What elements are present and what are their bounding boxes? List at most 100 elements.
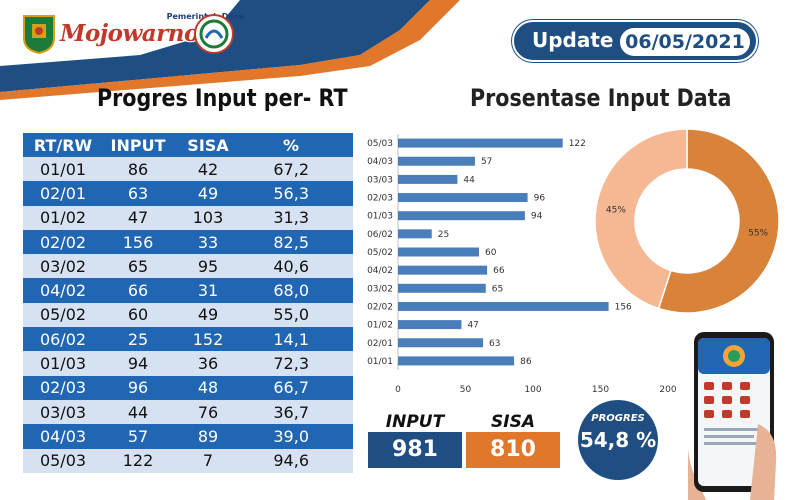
data-label: 86	[520, 357, 532, 367]
x-tick-label: 50	[460, 385, 472, 395]
cell-rtrw: 02/02	[23, 229, 103, 255]
cell-rtrw: 02/01	[23, 181, 103, 206]
cell-rtrw: 03/03	[23, 399, 103, 425]
cell-input: 57	[103, 424, 173, 449]
data-label: 66	[493, 266, 505, 276]
cell-sisa: 48	[173, 375, 243, 400]
x-tick-label: 0	[395, 385, 401, 395]
cell-input: 122	[103, 448, 173, 473]
category-label: 05/03	[367, 139, 393, 149]
table-row: 03/03 44 76 36,7	[23, 399, 353, 425]
cell-sisa: 49	[173, 181, 243, 206]
slice-label: 55%	[748, 228, 768, 238]
cell-sisa: 36	[173, 351, 243, 376]
bar	[398, 338, 484, 348]
x-tick-label: 200	[659, 385, 676, 395]
header-sisa: SISA	[173, 133, 243, 157]
cell-rtrw: 01/03	[23, 351, 103, 376]
cell-rtrw: 01/02	[23, 205, 103, 230]
bar	[398, 265, 488, 275]
cell-input: 63	[103, 181, 173, 206]
bar	[398, 229, 432, 239]
brand: Pemerintah Desa Mojowarno	[60, 12, 244, 52]
table-header-row: RT/RW INPUT SISA %	[23, 133, 353, 157]
table-title: Progres Input per- RT	[97, 84, 348, 112]
cell-sisa: 89	[173, 424, 243, 449]
bar	[398, 211, 525, 221]
category-label: 05/02	[367, 248, 393, 258]
data-label: 94	[531, 212, 543, 222]
cell-sisa: 103	[173, 205, 243, 230]
x-tick-label: 100	[524, 385, 541, 395]
brand-name: Mojowarno	[60, 20, 199, 47]
category-label: 03/03	[367, 175, 393, 185]
progress-badge: PROGRES 54,8 %	[578, 400, 658, 480]
cell-percent: 40,6	[243, 254, 353, 279]
cell-rtrw: 01/01	[23, 157, 103, 182]
cell-percent: 14,1	[243, 327, 353, 352]
update-badge: Update : 06/05/2021	[512, 20, 758, 62]
cell-percent: 66,7	[243, 375, 353, 400]
bar	[398, 138, 563, 148]
data-label: 60	[485, 248, 497, 258]
cell-percent: 72,3	[243, 351, 353, 376]
cell-sisa: 49	[173, 302, 243, 328]
cell-rtrw: 05/02	[23, 302, 103, 328]
bar	[398, 301, 609, 311]
table-row: 03/02 65 95 40,6	[23, 254, 353, 279]
cell-percent: 36,7	[243, 399, 353, 425]
header-rtrw: RT/RW	[23, 133, 103, 157]
header-percent: %	[243, 133, 353, 157]
cell-sisa: 31	[173, 278, 243, 303]
cell-rtrw: 06/02	[23, 327, 103, 352]
cell-rtrw: 02/03	[23, 375, 103, 400]
donut-chart: 55% 45%	[594, 128, 780, 314]
header-input: INPUT	[103, 133, 173, 157]
cell-sisa: 42	[173, 157, 243, 182]
category-label: 01/03	[367, 212, 393, 222]
table-row: 02/02 156 33 82,5	[23, 229, 353, 255]
cell-input: 44	[103, 399, 173, 425]
cell-input: 156	[103, 229, 173, 255]
bar	[398, 174, 458, 184]
cell-rtrw: 04/02	[23, 278, 103, 303]
cell-rtrw: 03/02	[23, 254, 103, 279]
cell-input: 47	[103, 205, 173, 230]
category-label: 01/02	[367, 321, 393, 331]
category-label: 06/02	[367, 230, 393, 240]
category-label: 02/03	[367, 194, 393, 204]
cell-percent: 67,2	[243, 157, 353, 182]
table-row: 04/03 57 89 39,0	[23, 424, 353, 449]
data-label: 44	[463, 175, 475, 185]
bar-chart: 05/03 122 04/03 57 03/03 44 02/03 96 01/03 94 06/0…	[367, 134, 677, 395]
cell-percent: 55,0	[243, 302, 353, 328]
cell-rtrw: 05/03	[23, 448, 103, 473]
cell-sisa: 76	[173, 399, 243, 425]
data-label: 25	[438, 230, 449, 240]
cell-sisa: 7	[173, 448, 243, 473]
donut-slice	[657, 128, 780, 314]
data-label: 122	[569, 139, 586, 149]
cell-percent: 82,5	[243, 229, 353, 255]
progress-table: RT/RW INPUT SISA % 01/01 86 42 67,2 02/0…	[23, 133, 353, 473]
bar	[398, 283, 486, 293]
category-label: 02/02	[367, 302, 393, 312]
table-row: 04/02 66 31 68,0	[23, 278, 353, 303]
bar	[398, 156, 475, 166]
table-row: 06/02 25 152 14,1	[23, 327, 353, 352]
data-label: 57	[481, 157, 492, 167]
header-banner: Pemerintah Desa Mojowarno Update : 06/05…	[0, 0, 800, 100]
data-label: 63	[489, 339, 500, 349]
cell-input: 96	[103, 375, 173, 400]
progress-label: PROGRES	[591, 413, 645, 424]
progress-value: 54,8 %	[579, 428, 657, 452]
cell-percent: 68,0	[243, 278, 353, 303]
cell-sisa: 95	[173, 254, 243, 279]
slice-label: 45%	[606, 206, 626, 216]
cell-percent: 39,0	[243, 424, 353, 449]
bar	[398, 356, 515, 366]
sisa-total-value: 810	[466, 432, 560, 468]
data-label: 65	[492, 284, 503, 294]
input-total-label: INPUT	[385, 412, 445, 432]
category-label: 03/02	[367, 284, 393, 294]
